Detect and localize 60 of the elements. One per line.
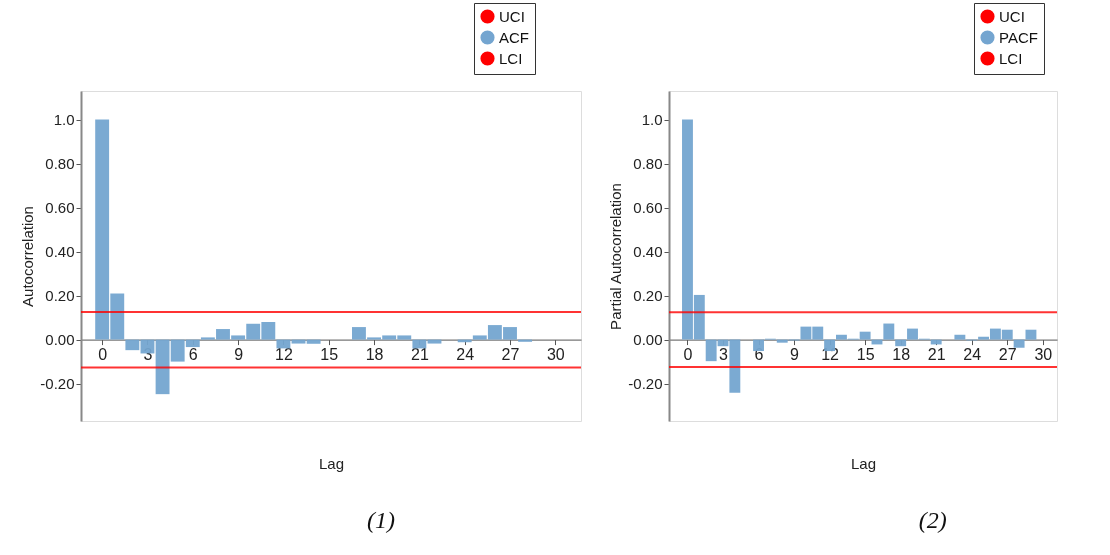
x-tick-label: 0 [683, 346, 693, 364]
y-tick-label: 0.00 [633, 331, 663, 349]
x-tick-label: 18 [892, 346, 911, 364]
x-tick-label: 21 [927, 346, 946, 364]
y-tick-label: 1.0 [53, 111, 75, 129]
y-tick-label: 0.80 [45, 155, 75, 173]
legend-label: LCI [999, 49, 1023, 67]
y-tick-label: -0.20 [40, 375, 75, 393]
x-tick-label: 6 [754, 346, 764, 364]
bar [954, 334, 966, 340]
text: (2) [918, 507, 947, 533]
y-tick-label: 0.40 [633, 243, 663, 261]
text: (1) [367, 507, 395, 533]
bar [1025, 329, 1037, 340]
bar [125, 339, 140, 351]
x-tick-label: 0 [98, 346, 108, 364]
y-tick-label: 0.20 [45, 287, 75, 305]
bar [776, 339, 788, 343]
x-tick-label: 27 [501, 346, 520, 364]
x-tick-label: 21 [410, 346, 429, 364]
bar [883, 323, 895, 340]
bar [291, 339, 306, 344]
x-tick-label: 3 [719, 346, 729, 364]
y-tick-label: 0.80 [633, 155, 663, 173]
legend-label: PACF [999, 28, 1038, 46]
legend-label: LCI [499, 49, 523, 67]
bar [1013, 339, 1025, 348]
x-tick-label: 6 [188, 346, 198, 364]
x-tick-label: 30 [1034, 346, 1053, 364]
x-tick-label: 12 [275, 346, 293, 364]
x-tick-label: 12 [821, 346, 840, 364]
y-tick-label: 0.60 [45, 199, 75, 217]
y-tick-label: 0.20 [633, 287, 663, 305]
bar [306, 339, 321, 344]
x-tick-label: 24 [456, 346, 475, 364]
x-axis-title: Lag [318, 454, 345, 472]
bar [412, 339, 427, 349]
x-tick-label: 24 [963, 346, 982, 364]
y-axis-title: Partial Autocorrelation [607, 183, 625, 330]
y-tick-label: 0.00 [45, 331, 75, 349]
x-tick-label: 15 [320, 346, 339, 364]
bar [276, 339, 291, 349]
x-axis-title: Lag [850, 454, 877, 472]
x-tick-label: 9 [790, 346, 800, 364]
y-tick-label: 1.0 [641, 111, 663, 129]
bar [427, 339, 442, 344]
y-axis-title: Autocorrelation [19, 206, 37, 307]
x-tick-label: 15 [856, 346, 875, 364]
legend-label: UCI [999, 7, 1025, 25]
x-tick-label: 9 [234, 346, 244, 364]
y-tick-label: 0.60 [633, 199, 663, 217]
bar [895, 339, 907, 347]
x-tick-label: 18 [365, 346, 384, 364]
x-tick-label: 27 [998, 346, 1017, 364]
legend-label: UCI [499, 7, 525, 25]
bar [518, 339, 533, 342]
x-tick-label: 30 [546, 346, 565, 364]
y-tick-label: 0.40 [45, 243, 75, 261]
legend-label: ACF [499, 28, 529, 46]
y-tick-label: -0.20 [628, 375, 663, 393]
